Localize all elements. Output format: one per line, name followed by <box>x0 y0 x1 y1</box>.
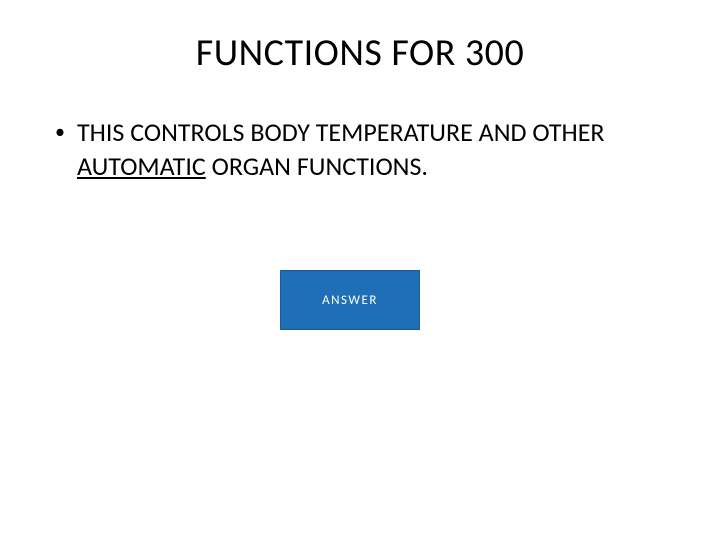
bullet-text-part2: ORGAN FUNCTIONS. <box>206 150 428 182</box>
answer-button[interactable]: ANSWER <box>280 270 420 330</box>
bullet-text-underlined: AUTOMATIC <box>77 150 206 182</box>
bullet-item: • THIS CONTROLS BODY TEMPERATURE AND OTH… <box>55 116 670 184</box>
answer-button-label: ANSWER <box>322 293 378 308</box>
slide-title: FUNCTIONS FOR 300 <box>0 30 720 76</box>
bullet-text-part1: THIS CONTROLS BODY TEMPERATURE AND OTHER <box>77 116 605 148</box>
bullet-text: THIS CONTROLS BODY TEMPERATURE AND OTHER… <box>77 116 670 184</box>
bullet-marker: • <box>55 116 65 148</box>
slide-container: FUNCTIONS FOR 300 • THIS CONTROLS BODY T… <box>0 0 720 540</box>
content-area: • THIS CONTROLS BODY TEMPERATURE AND OTH… <box>0 116 720 184</box>
